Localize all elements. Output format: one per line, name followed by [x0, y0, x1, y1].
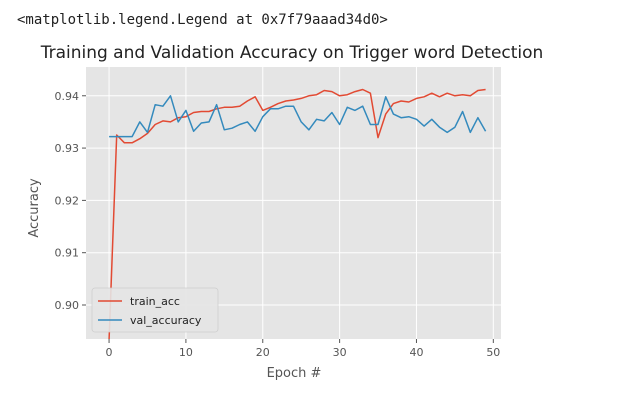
series-line-train-acc: [108, 88, 486, 340]
x-tick-label: 20: [256, 346, 270, 359]
legend-repr-text: <matplotlib.legend.Legend at 0x7f79aaad3…: [17, 12, 388, 28]
y-tick-label: 0.90: [55, 299, 80, 312]
x-tick-label: 0: [106, 346, 113, 359]
x-tick-label: 50: [486, 346, 500, 359]
legend: train_acc val_accuracy: [91, 287, 219, 333]
y-tick-label: 0.94: [55, 90, 80, 103]
x-axis-label: Epoch #: [267, 366, 322, 381]
x-tick-label: 40: [409, 346, 423, 359]
y-tick-label: 0.92: [55, 194, 80, 207]
y-tick-label: 0.91: [55, 247, 80, 260]
series-line-val-accuracy: [109, 95, 487, 138]
series-lines: [108, 88, 487, 340]
legend-box: [91, 287, 219, 333]
y-tick-label: 0.93: [55, 142, 80, 155]
x-tick-label: 30: [333, 346, 347, 359]
legend-label-val-accuracy: val_accuracy: [130, 314, 202, 327]
axis-ticks: 0 10 20 30 40 50 0.90 0.91 0.92 0.93 0.94: [55, 90, 501, 359]
y-axis-label: Accuracy: [27, 178, 42, 238]
legend-label-train-acc: train_acc: [130, 295, 180, 308]
chart-title: Training and Validation Accuracy on Trig…: [40, 43, 544, 63]
grid-lines: [86, 67, 501, 339]
x-tick-label: 10: [179, 346, 193, 359]
